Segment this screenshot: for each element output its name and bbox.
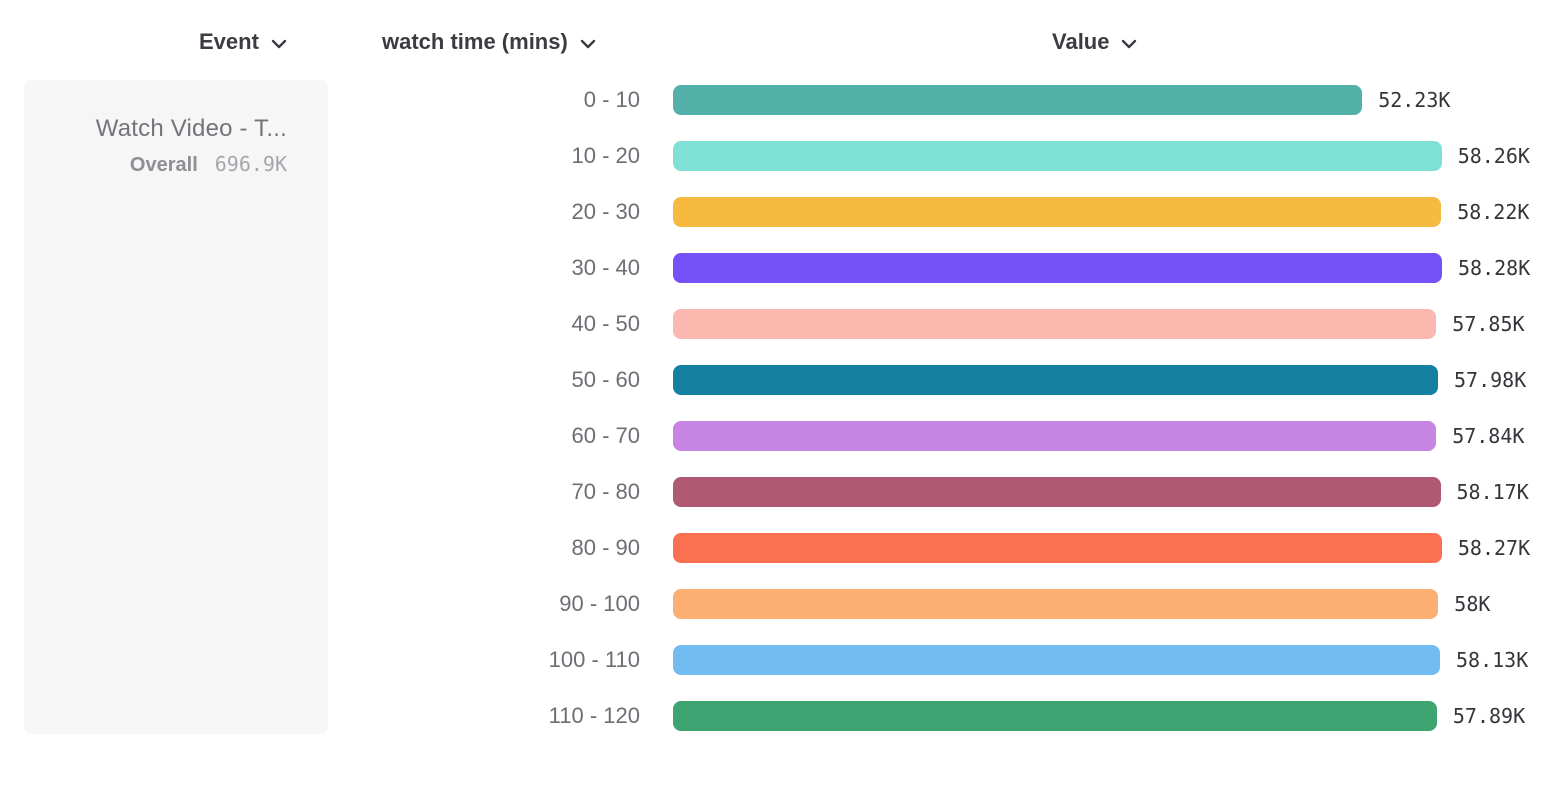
bar-segment[interactable] bbox=[673, 533, 1442, 563]
bar-segment[interactable] bbox=[673, 141, 1442, 171]
breakdown-column-label: watch time (mins) bbox=[382, 29, 568, 54]
chart-row: 80 - 90 58.27K bbox=[0, 520, 1568, 576]
bar-segment[interactable] bbox=[673, 701, 1437, 731]
event-title: Watch Video - T... bbox=[95, 115, 287, 142]
chart-row: 10 - 20 58.26K bbox=[0, 128, 1568, 184]
chart-row: 70 - 80 58.17K bbox=[0, 464, 1568, 520]
breakdown-column-dropdown[interactable]: watch time (mins) bbox=[382, 28, 596, 56]
category-label: 100 - 110 bbox=[548, 647, 640, 672]
category-label: 40 - 50 bbox=[571, 311, 641, 336]
value-label: 58.22K bbox=[1457, 200, 1530, 224]
value-label: 52.23K bbox=[1378, 88, 1451, 112]
category-label: 70 - 80 bbox=[571, 479, 641, 504]
value-label: 58.13K bbox=[1456, 648, 1529, 672]
chart-row: 90 - 100 58K bbox=[0, 576, 1568, 632]
chart-row: 40 - 50 57.85K bbox=[0, 296, 1568, 352]
bar-segment[interactable] bbox=[673, 85, 1363, 115]
category-label: 60 - 70 bbox=[571, 423, 641, 448]
bar-segment[interactable] bbox=[673, 365, 1438, 395]
chart-row: 60 - 70 57.84K bbox=[0, 408, 1568, 464]
value-label: 58.26K bbox=[1457, 144, 1530, 168]
category-label: 0 - 10 bbox=[583, 87, 640, 112]
value-column-dropdown[interactable]: Value bbox=[1052, 28, 1137, 56]
category-label: 10 - 20 bbox=[571, 143, 641, 168]
chart-row: 0 - 10 52.23K bbox=[0, 72, 1568, 128]
value-label: 58.27K bbox=[1457, 536, 1531, 560]
bar-segment[interactable] bbox=[673, 421, 1437, 451]
bar-segment[interactable] bbox=[673, 645, 1440, 675]
event-column-dropdown[interactable]: Event bbox=[199, 28, 287, 56]
value-column-label: Value bbox=[1052, 29, 1110, 54]
category-label: 80 - 90 bbox=[571, 535, 641, 560]
chart-row: 30 - 40 58.28K bbox=[0, 240, 1568, 296]
bar-segment[interactable] bbox=[673, 197, 1442, 227]
bar-segment[interactable] bbox=[673, 253, 1442, 283]
value-label: 57.84K bbox=[1452, 424, 1525, 448]
category-label: 20 - 30 bbox=[571, 199, 641, 224]
event-legend-card[interactable]: Watch Video - T... Overall 696.9K bbox=[24, 80, 328, 734]
category-label: 110 - 120 bbox=[548, 703, 640, 728]
value-label: 57.85K bbox=[1452, 312, 1525, 336]
category-label: 50 - 60 bbox=[571, 367, 641, 392]
value-label: 57.89K bbox=[1452, 704, 1526, 728]
event-overall-line: Overall 696.9K bbox=[24, 152, 287, 179]
overall-label: Overall bbox=[129, 154, 198, 176]
bar-segment[interactable] bbox=[673, 477, 1441, 507]
value-label: 58.28K bbox=[1458, 256, 1531, 280]
bar-chart: 0 - 10 52.23K 10 - 20 58.26K 20 - 30 58.22K 30… bbox=[0, 72, 1568, 744]
chevron-down-icon bbox=[271, 39, 287, 49]
value-label: 58.17K bbox=[1456, 480, 1529, 504]
chevron-down-icon bbox=[1121, 39, 1137, 49]
value-label: 57.98K bbox=[1454, 368, 1527, 392]
bar-segment[interactable] bbox=[673, 309, 1437, 339]
chart-row: 110 - 120 57.89K bbox=[0, 688, 1568, 744]
chart-row: 100 - 110 58.13K bbox=[0, 632, 1568, 688]
chart-row: 20 - 30 58.22K bbox=[0, 184, 1568, 240]
bar-segment[interactable] bbox=[673, 589, 1439, 619]
event-column-label: Event bbox=[199, 29, 259, 54]
value-label: 58K bbox=[1454, 592, 1491, 616]
category-label: 90 - 100 bbox=[559, 591, 640, 616]
overall-value: 696.9K bbox=[214, 152, 287, 176]
category-label: 30 - 40 bbox=[571, 255, 641, 280]
chevron-down-icon bbox=[580, 39, 596, 49]
chart-row: 50 - 60 57.98K bbox=[0, 352, 1568, 408]
